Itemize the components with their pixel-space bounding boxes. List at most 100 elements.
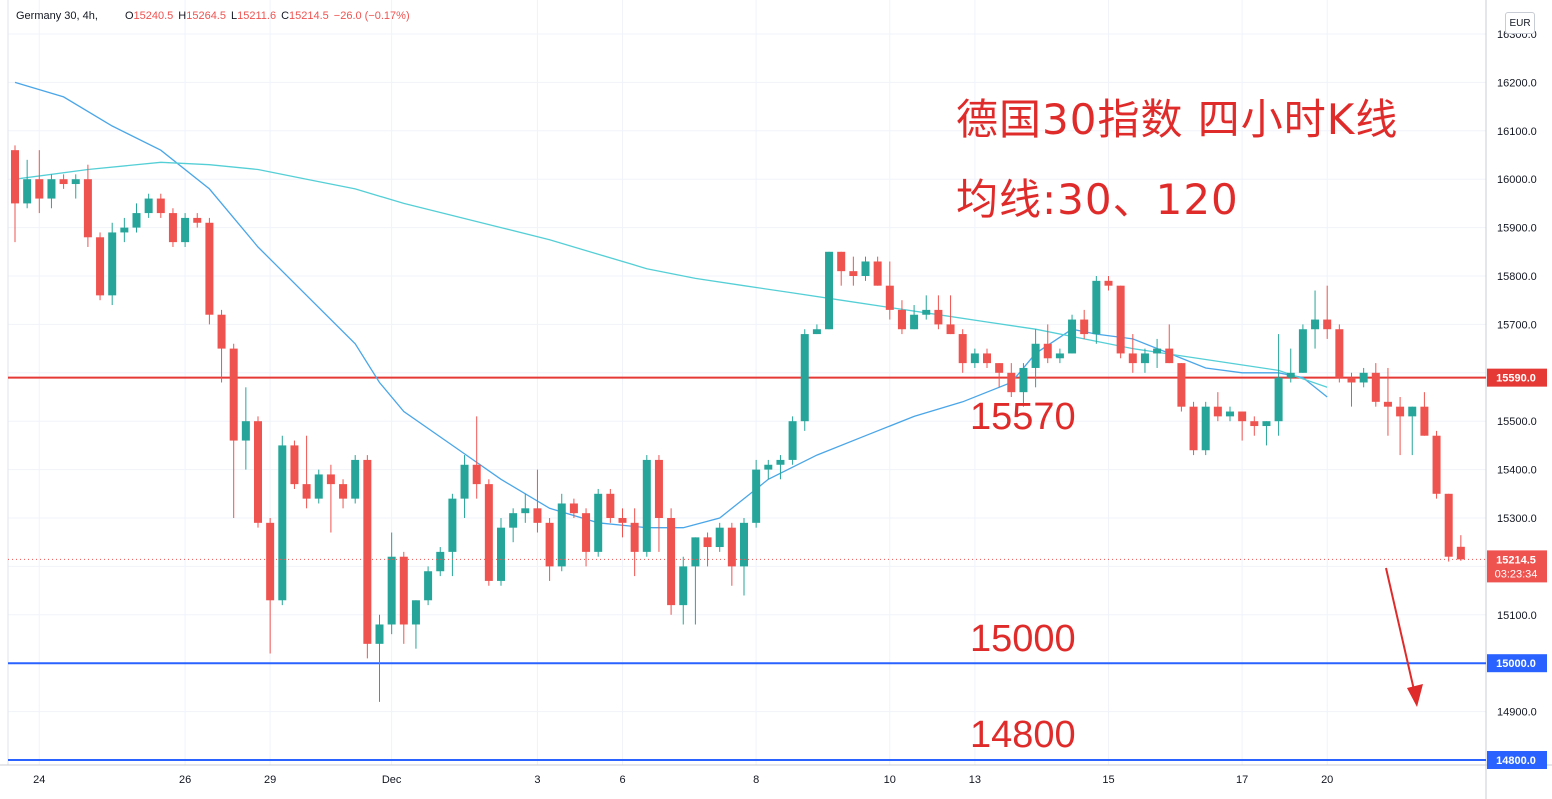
candle-body — [108, 232, 117, 296]
candle-body — [606, 493, 615, 518]
candle-body — [193, 217, 202, 223]
time-tick-label: 24 — [33, 774, 45, 786]
candle — [156, 193, 165, 218]
candle — [776, 455, 785, 480]
candle-body — [569, 503, 578, 514]
candle-body — [545, 522, 554, 567]
candle — [606, 488, 615, 523]
candle — [1286, 348, 1295, 383]
candle — [1201, 401, 1210, 456]
candle — [1140, 348, 1149, 373]
candle — [1311, 290, 1320, 349]
candle — [193, 213, 202, 228]
price-tick-label: 15500.0 — [1497, 416, 1537, 428]
level-price-label: 15000.0 — [1496, 658, 1536, 670]
candle — [351, 455, 360, 504]
candle — [1092, 276, 1101, 344]
candle-body — [424, 571, 433, 601]
candle-body — [557, 503, 566, 567]
candle — [667, 508, 676, 615]
candle-body — [983, 353, 991, 364]
down-arrow-annotation — [1385, 567, 1423, 707]
candle — [1396, 397, 1405, 456]
candle-body — [411, 600, 420, 625]
candle — [363, 455, 372, 659]
ma-line-120 — [14, 161, 1328, 388]
candle — [897, 300, 906, 335]
candle — [642, 455, 651, 557]
candle-body — [630, 522, 639, 552]
open-label: O — [124, 10, 134, 22]
candle-body — [885, 285, 894, 310]
candle-body — [715, 527, 724, 548]
candle — [545, 518, 554, 581]
close-label: C — [281, 10, 290, 22]
candle-body — [460, 464, 469, 499]
candle — [47, 174, 56, 209]
candle-body — [71, 179, 80, 185]
candle — [35, 150, 44, 214]
candle-body — [217, 314, 226, 349]
candle-body — [168, 213, 177, 243]
candle-body — [1201, 406, 1210, 451]
candle — [1456, 535, 1465, 561]
chart-annotation-subtitle: 均线:30、120 — [956, 175, 1239, 224]
candles — [11, 145, 1465, 702]
candle-body — [922, 309, 931, 315]
price-tick-label: 15400.0 — [1497, 465, 1537, 477]
candle — [1104, 276, 1113, 291]
price-tick-label: 15800.0 — [1497, 271, 1537, 283]
high-value: 15264.5 — [186, 10, 226, 22]
candle-body — [1347, 377, 1356, 383]
candle-body — [788, 421, 797, 460]
candle — [703, 532, 712, 567]
candle-body — [1359, 372, 1368, 383]
candle-body — [399, 556, 408, 625]
currency-button[interactable]: EUR — [1505, 12, 1535, 34]
candle-body — [995, 363, 1004, 373]
candle-body — [521, 508, 530, 514]
candle — [1189, 401, 1198, 456]
change-value: −26.0 (−0.17%) — [333, 10, 410, 22]
candle-body — [156, 198, 165, 214]
candle-body — [1420, 406, 1429, 436]
candle — [569, 498, 578, 518]
candle-body — [1335, 329, 1344, 378]
candle — [788, 416, 797, 465]
candle-body — [23, 179, 32, 204]
candle — [217, 309, 226, 383]
candle — [557, 493, 566, 572]
candle — [618, 508, 627, 538]
candle — [59, 174, 68, 189]
candle — [1055, 348, 1064, 364]
candle — [436, 547, 445, 577]
candle — [521, 493, 530, 523]
candle — [1153, 338, 1162, 368]
candle-body — [326, 474, 335, 485]
candle — [1432, 430, 1441, 499]
candle-body — [1128, 353, 1137, 364]
candle-body — [47, 179, 56, 199]
time-tick-label: 3 — [534, 774, 540, 786]
symbol-name[interactable]: Germany 30, 4h, — [16, 10, 98, 22]
candle-body — [946, 324, 955, 335]
candle — [1128, 334, 1137, 373]
candle — [1007, 363, 1016, 397]
candle — [83, 164, 92, 247]
candle — [630, 508, 639, 577]
candle-body — [897, 309, 906, 330]
candle-body — [1311, 319, 1320, 330]
candle — [1444, 493, 1453, 562]
candle — [120, 217, 129, 243]
time-tick-label: 17 — [1236, 774, 1248, 786]
candle-body — [1153, 348, 1162, 354]
candle-body — [764, 464, 773, 470]
candle — [424, 566, 433, 606]
time-axis[interactable]: 24 26 29 Dec 3 6 8 10 13 15 17 20 — [33, 774, 1333, 786]
candle — [1226, 406, 1234, 422]
candle — [1031, 329, 1040, 388]
time-tick-label: 13 — [969, 774, 981, 786]
candle-body — [96, 237, 105, 296]
